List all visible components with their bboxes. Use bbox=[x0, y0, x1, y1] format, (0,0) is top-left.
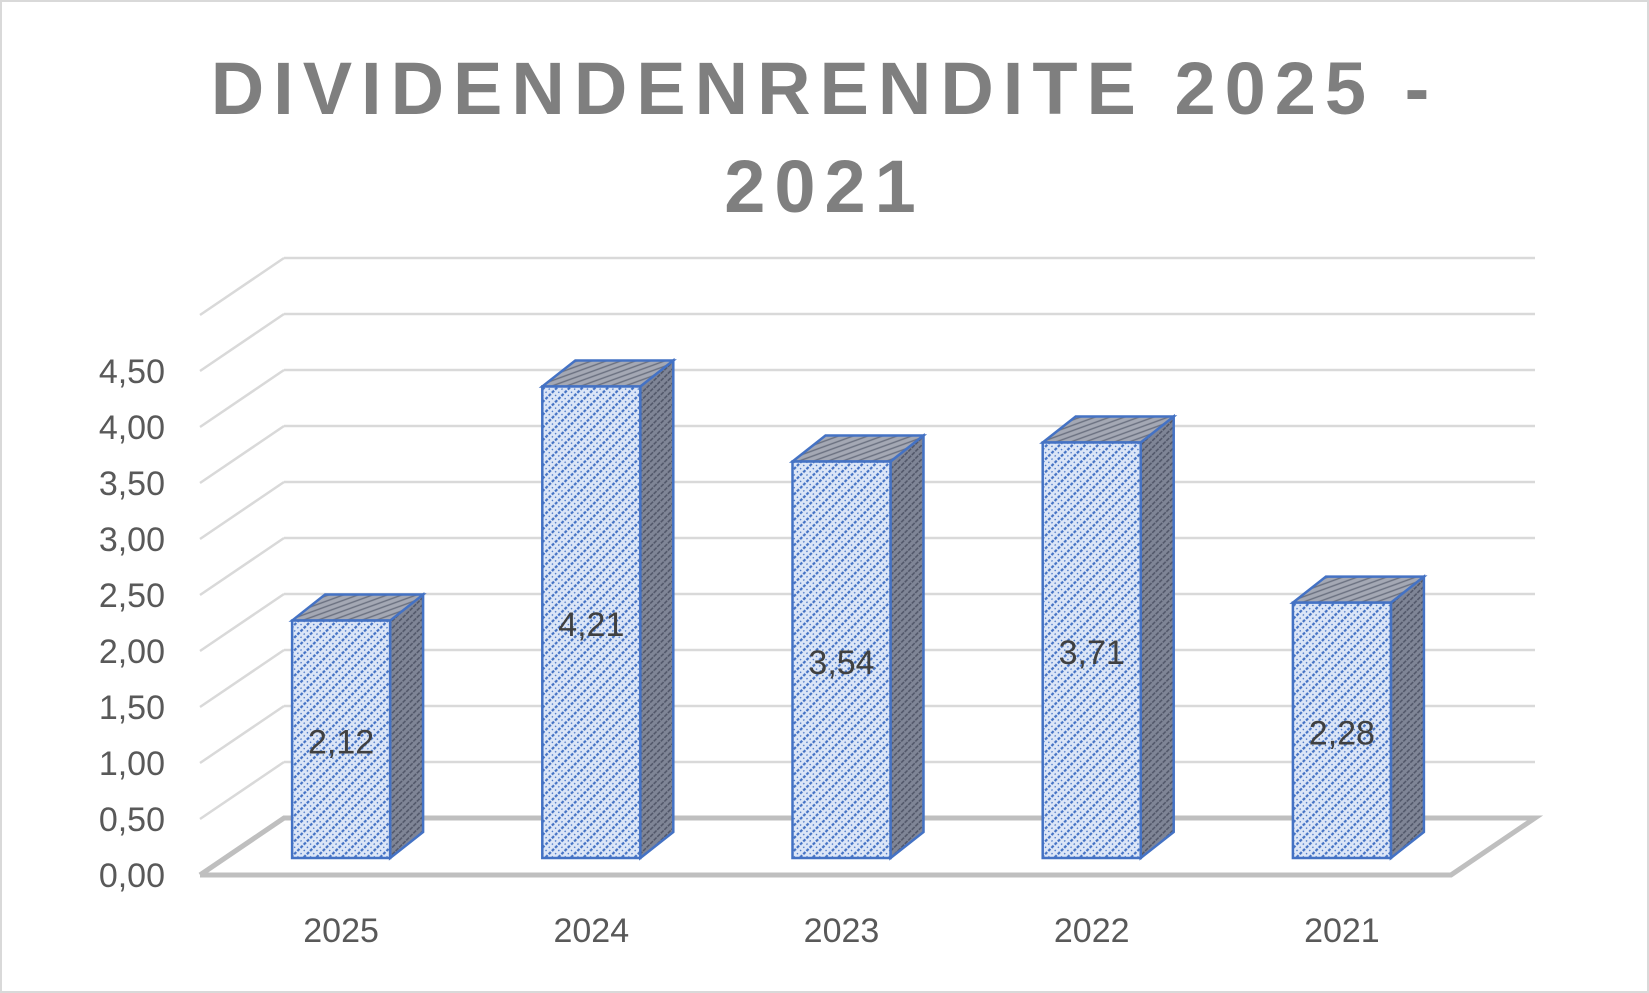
gridline bbox=[199, 312, 1535, 373]
y-tick-label: 3,50 bbox=[99, 465, 165, 503]
bar-side bbox=[1139, 413, 1175, 861]
x-tick-label: 2023 bbox=[804, 912, 880, 950]
y-tick-label: 0,00 bbox=[99, 857, 165, 895]
y-tick-label: 4,00 bbox=[99, 409, 165, 447]
bar-side bbox=[388, 591, 425, 861]
bar bbox=[1289, 574, 1428, 861]
chart-title-line-2: 2021 bbox=[724, 145, 925, 228]
bar bbox=[288, 591, 427, 861]
gridline bbox=[199, 368, 1535, 429]
data-label: 4,21 bbox=[558, 606, 624, 644]
data-label: 2,12 bbox=[308, 723, 374, 761]
bar-side bbox=[639, 357, 675, 861]
bar-front bbox=[290, 619, 392, 860]
bar bbox=[538, 357, 677, 861]
floor bbox=[198, 815, 1544, 878]
gridline bbox=[199, 256, 1535, 317]
bar-front bbox=[541, 385, 642, 860]
x-tick-label: 2022 bbox=[1054, 912, 1130, 950]
y-tick-label: 3,00 bbox=[99, 521, 165, 559]
chart-title-line-1: DIVIDENDENRENDITE 2025 - bbox=[210, 47, 1439, 130]
x-tick-label: 2021 bbox=[1304, 912, 1380, 950]
chart-title: DIVIDENDENRENDITE 2025 - 2021 bbox=[0, 40, 1649, 236]
y-tick-label: 0,50 bbox=[99, 801, 165, 839]
data-label: 2,28 bbox=[1309, 714, 1375, 752]
x-tick-label: 2024 bbox=[553, 912, 629, 950]
bar-side bbox=[889, 432, 925, 861]
bar-front bbox=[1291, 601, 1393, 860]
data-label: 3,54 bbox=[808, 644, 874, 682]
bar-front bbox=[1041, 441, 1142, 860]
bar-front bbox=[791, 460, 892, 860]
bar-side bbox=[1389, 574, 1426, 861]
data-label: 3,71 bbox=[1059, 634, 1125, 672]
bar bbox=[1039, 413, 1178, 861]
y-tick-label: 2,50 bbox=[99, 577, 165, 615]
bar bbox=[788, 432, 928, 861]
x-tick-label: 2025 bbox=[303, 912, 379, 950]
gridline bbox=[199, 424, 1535, 485]
data-labels: 2,12 4,21 3,54 3,71 2,28 bbox=[308, 606, 1375, 761]
bars bbox=[288, 357, 1428, 861]
y-tick-label: 2,00 bbox=[99, 633, 165, 671]
y-axis-labels: 0,00 0,50 1,00 1,50 2,00 2,50 3,00 3,50 4,00 4,50 bbox=[99, 353, 165, 895]
y-tick-label: 1,00 bbox=[99, 745, 165, 783]
y-tick-label: 4,50 bbox=[99, 353, 165, 391]
y-tick-label: 1,50 bbox=[99, 689, 165, 727]
x-axis-labels: 2025 2024 2023 2022 2021 bbox=[303, 912, 1379, 950]
